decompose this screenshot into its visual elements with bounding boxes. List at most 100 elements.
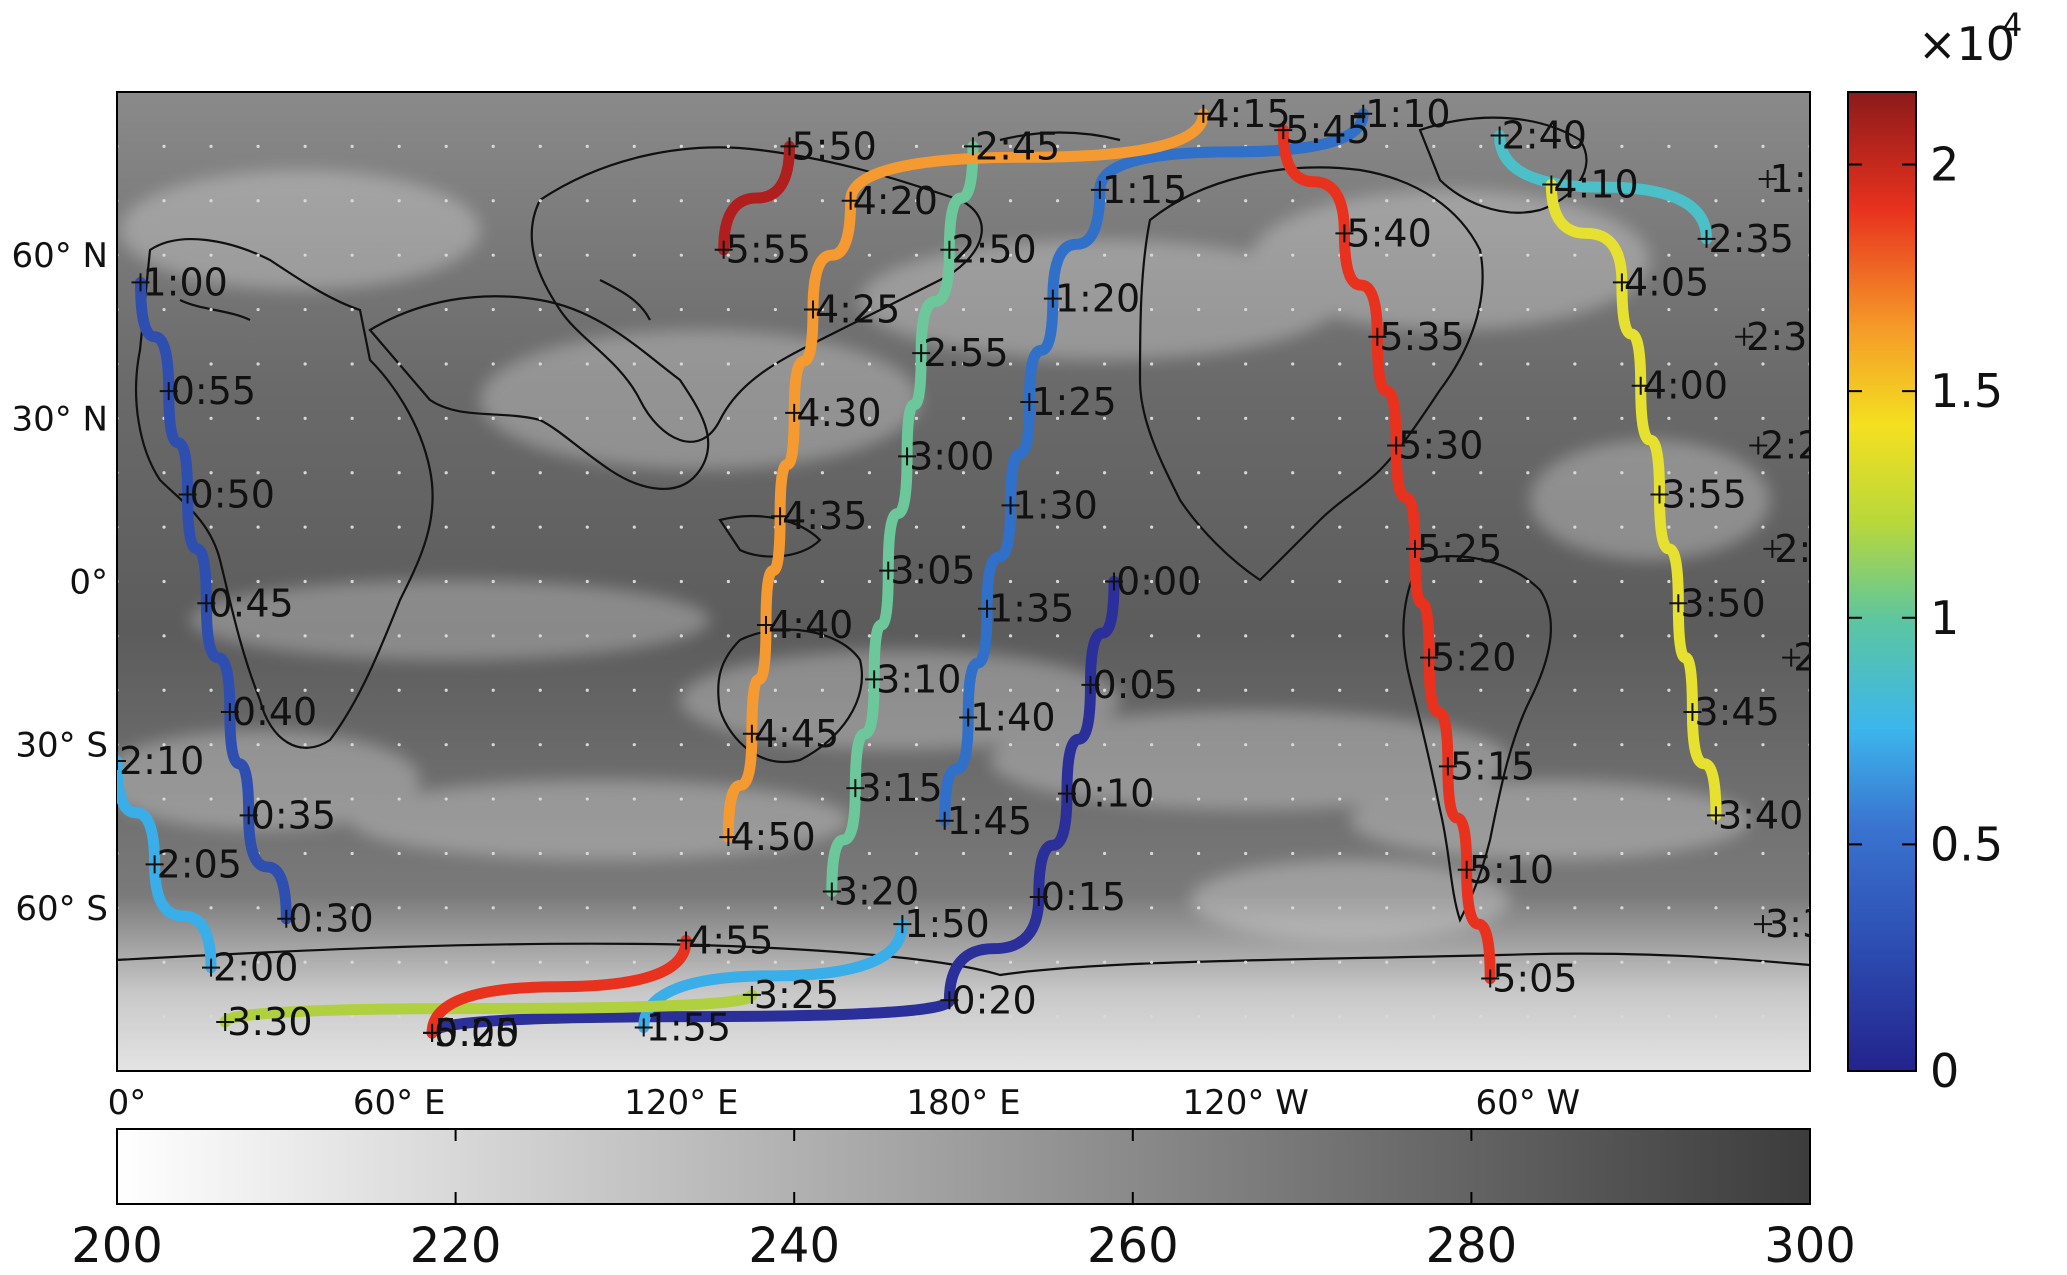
graticule-dot (1573, 797, 1577, 801)
graticule-dot (1197, 416, 1201, 420)
graticule-dot (491, 688, 495, 692)
time-label: 2:55 (923, 331, 1008, 375)
time-label: 2:40 (1502, 114, 1587, 158)
graticule-dot (538, 688, 542, 692)
graticule-dot (1432, 579, 1436, 584)
graticule-dot (867, 144, 872, 148)
graticule-dot (397, 906, 401, 910)
graticule-dot (162, 253, 166, 257)
time-label: 3:40 (1718, 793, 1803, 837)
time-label: 4:55 (688, 918, 773, 962)
graticule-dot (162, 634, 166, 638)
time-label: 4:00 (1643, 364, 1728, 408)
graticule-dot (444, 362, 448, 366)
graticule-dot (444, 144, 448, 148)
time-marker (1274, 121, 1293, 140)
graticule-dot (914, 851, 919, 856)
graticule-dot (538, 362, 542, 366)
graticule-dot (585, 797, 589, 801)
graticule-dot (914, 797, 919, 801)
graticule-dot (820, 634, 825, 638)
graticule-dot (1479, 634, 1483, 638)
time-label: 5:40 (1346, 211, 1431, 255)
graticule-dot (1102, 416, 1107, 420)
graticule-dot (820, 471, 825, 475)
graticule-dot (1385, 688, 1389, 692)
graticule-dot (1055, 362, 1060, 366)
graticule-dot (1479, 851, 1483, 856)
latitude-label: 60° S (15, 889, 108, 929)
graticule-dot (585, 525, 589, 529)
graticule-dot (1055, 525, 1060, 529)
graticule-dot (632, 253, 636, 257)
graticule-dot (1573, 579, 1577, 584)
time-label: 0:05 (1092, 663, 1177, 707)
graticule-dot (726, 525, 730, 529)
time-label: 1:35 (989, 587, 1074, 631)
graticule-dot (491, 525, 495, 529)
graticule-dot (256, 906, 260, 910)
time-marker (1368, 327, 1387, 346)
graticule-dot (1385, 960, 1389, 964)
time-label: 3:30 (227, 1000, 312, 1044)
graticule-dot (632, 851, 636, 856)
graticule-dot (1244, 1015, 1248, 1019)
graticule-dot (726, 906, 730, 910)
graticule-dot (726, 634, 730, 638)
graticule-dot (1338, 579, 1342, 584)
graticule-dot (632, 525, 636, 529)
orbit-track (426, 934, 692, 1039)
temperature-colorbar-tick-label: 220 (410, 1218, 502, 1274)
graticule-dot (1291, 307, 1295, 312)
orbit-track (722, 108, 1209, 843)
graticule-dot (1385, 906, 1389, 910)
graticule-dot (397, 851, 401, 856)
graticule-dot (1244, 253, 1248, 257)
graticule-dot (1150, 253, 1154, 257)
graticule-dot (679, 851, 683, 856)
graticule-dot (867, 362, 872, 366)
graticule-dot (1338, 906, 1342, 910)
graticule-dot (303, 362, 307, 366)
time-marker (1669, 594, 1688, 613)
longitude-label: 180° E (906, 1083, 1020, 1123)
graticule-dot (961, 253, 966, 257)
graticule-dot (1667, 1015, 1671, 1019)
graticule-dot (444, 199, 448, 203)
time-marker (1420, 648, 1439, 667)
graticule-dot (1291, 253, 1295, 257)
graticule-dot (350, 851, 354, 856)
graticule-dot (726, 144, 730, 148)
graticule-dot (1197, 471, 1201, 475)
time-marker (634, 1018, 653, 1037)
time-marker (1020, 393, 1039, 412)
graticule-dot (914, 307, 919, 312)
time-marker (1081, 675, 1100, 694)
time-label: 2:2 (1760, 424, 1821, 468)
graticule-dot (444, 960, 448, 964)
graticule-dot (1338, 307, 1342, 312)
time-label: 0:25 (434, 1011, 519, 1055)
graticule-dot (867, 307, 872, 312)
graticule-dot (1573, 471, 1577, 475)
graticule-dot (914, 416, 919, 420)
graticule-dot (867, 634, 872, 638)
time-label: 1:50 (904, 902, 989, 946)
graticule-dot (491, 960, 495, 964)
graticule-dot (303, 797, 307, 801)
time-marker (1631, 376, 1650, 395)
graticule-dot (1526, 688, 1530, 692)
graticule-dot (1055, 579, 1060, 584)
time-label: 1:0 (1770, 157, 1831, 201)
graticule-dot (397, 688, 401, 692)
graticule-dot (679, 797, 683, 801)
graticule-dot (961, 851, 966, 856)
graticule-dot (538, 579, 542, 584)
graticule-dot (1055, 144, 1060, 148)
graticule-dot (1291, 743, 1295, 747)
time-marker (220, 703, 239, 722)
time-label: 0:50 (190, 472, 275, 516)
graticule-dot (538, 307, 542, 312)
graticule-dot (350, 906, 354, 910)
